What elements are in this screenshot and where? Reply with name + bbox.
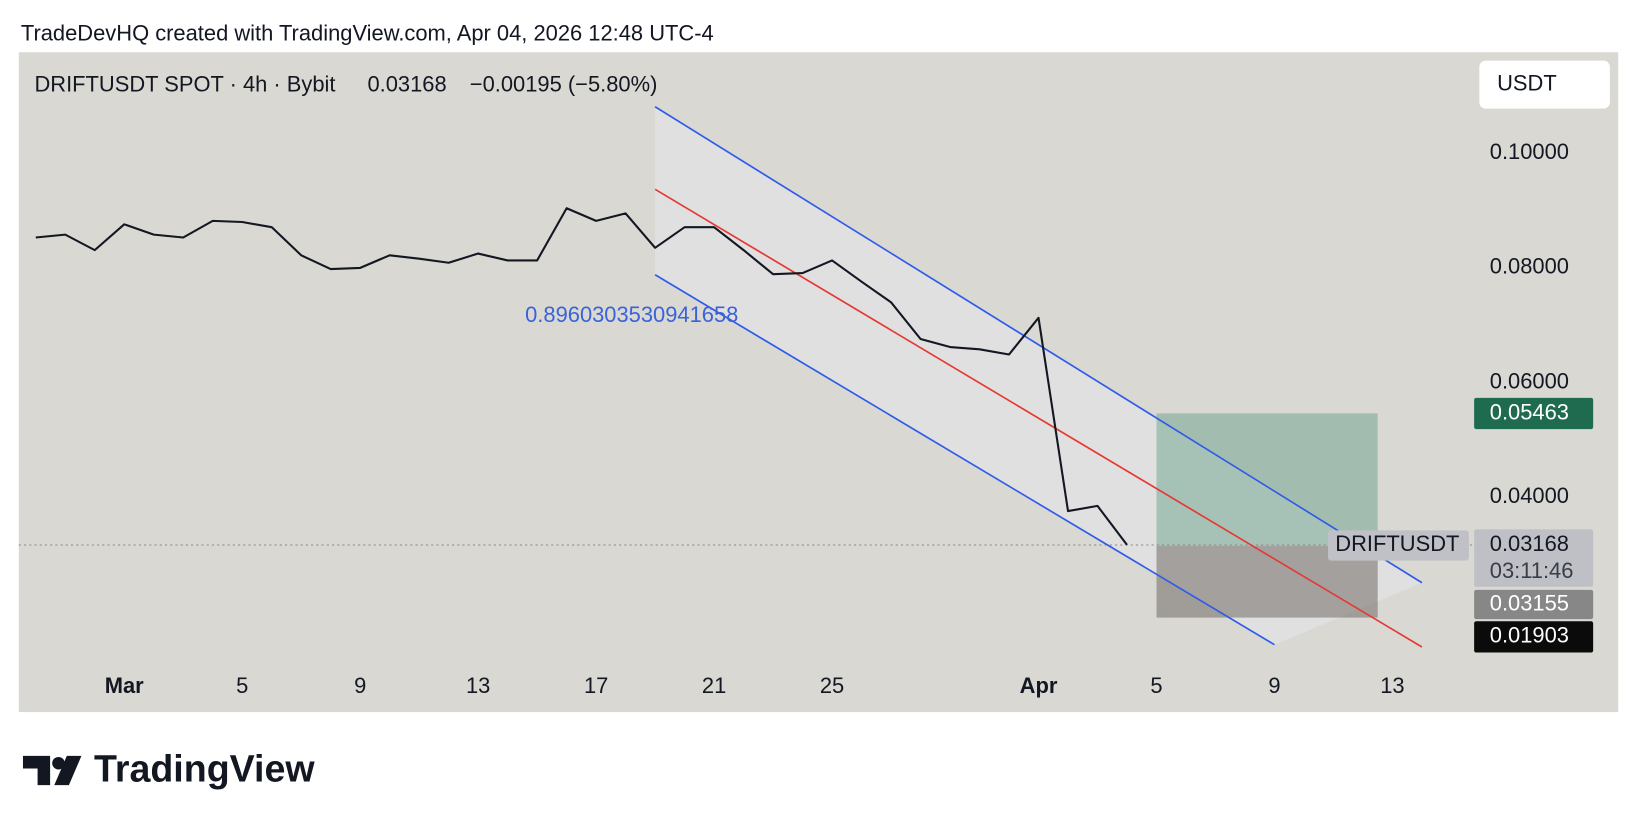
x-tick-label: 13 xyxy=(1380,673,1404,698)
symbol-label: DRIFTUSDT xyxy=(1335,531,1459,556)
annotation: 0.8960303530941658 xyxy=(525,302,738,327)
y-tick-label: 0.08000 xyxy=(1490,254,1569,279)
price-label: 0.03168 xyxy=(1490,531,1569,556)
price-label-bg xyxy=(1474,529,1594,587)
chart-panel xyxy=(18,52,1619,713)
x-tick-label: 9 xyxy=(1268,673,1280,698)
change: −0.00195 (−5.80%) xyxy=(470,71,658,96)
x-tick-label: 9 xyxy=(354,673,366,698)
stop-label-bg xyxy=(1474,621,1594,653)
logo-icon xyxy=(22,755,82,786)
x-tick-label: Mar xyxy=(105,673,144,698)
y-tick-label: 0.10000 xyxy=(1490,139,1569,164)
brand: TradingView xyxy=(94,747,315,789)
trend-line xyxy=(654,274,1275,646)
symbol-label-bg xyxy=(1327,530,1469,561)
trend-line xyxy=(654,106,1423,584)
entry-label: 0.03155 xyxy=(1490,590,1569,615)
trend-line xyxy=(654,188,1423,648)
y-tick-label: 0.06000 xyxy=(1490,368,1569,393)
entry-label-bg xyxy=(1474,589,1594,620)
channel-fill xyxy=(655,106,1422,645)
x-tick-label: 25 xyxy=(820,673,844,698)
y-tick-label: 0.04000 xyxy=(1490,483,1569,508)
x-tick-label: 5 xyxy=(236,673,248,698)
last-price: 0.03168 xyxy=(367,71,446,96)
stop-label: 0.01903 xyxy=(1490,623,1569,648)
target-label: 0.05463 xyxy=(1490,399,1569,424)
x-tick-label: 17 xyxy=(584,673,608,698)
target-zone xyxy=(1156,413,1378,546)
x-tick-label: 5 xyxy=(1150,673,1162,698)
x-tick-label: 21 xyxy=(702,673,726,698)
price-line-series xyxy=(35,207,1128,546)
plot-area xyxy=(18,106,1478,673)
currency[interactable]: USDT xyxy=(1497,70,1557,95)
symbol: DRIFTUSDT SPOT · 4h · Bybit xyxy=(34,71,335,96)
price-labels: 0.05463 DRIFTUSDT 0.03168 03:11:46 0.031… xyxy=(1327,397,1594,653)
countdown: 03:11:46 xyxy=(1490,558,1574,583)
currency-button[interactable] xyxy=(1479,60,1610,109)
header: TradeDevHQ created with TradingView.com,… xyxy=(21,20,714,45)
target-label-bg xyxy=(1474,397,1594,430)
x-tick-label: Apr xyxy=(1020,673,1058,698)
x-tick-label: 13 xyxy=(466,673,490,698)
